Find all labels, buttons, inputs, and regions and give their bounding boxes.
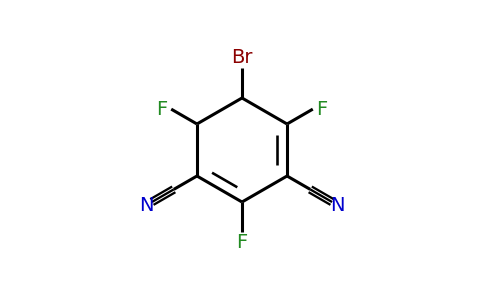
Text: N: N xyxy=(139,196,153,215)
Text: F: F xyxy=(317,100,328,118)
Text: N: N xyxy=(331,196,345,215)
Text: F: F xyxy=(236,233,248,252)
Text: F: F xyxy=(156,100,167,118)
Text: Br: Br xyxy=(231,48,253,67)
